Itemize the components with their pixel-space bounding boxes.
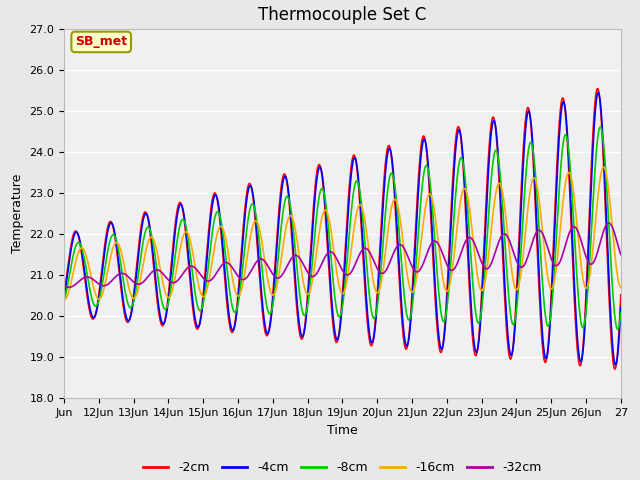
Text: SB_met: SB_met bbox=[75, 36, 127, 48]
Title: Thermocouple Set C: Thermocouple Set C bbox=[258, 6, 427, 24]
X-axis label: Time: Time bbox=[327, 424, 358, 437]
Y-axis label: Temperature: Temperature bbox=[11, 174, 24, 253]
Legend: -2cm, -4cm, -8cm, -16cm, -32cm: -2cm, -4cm, -8cm, -16cm, -32cm bbox=[138, 456, 547, 480]
